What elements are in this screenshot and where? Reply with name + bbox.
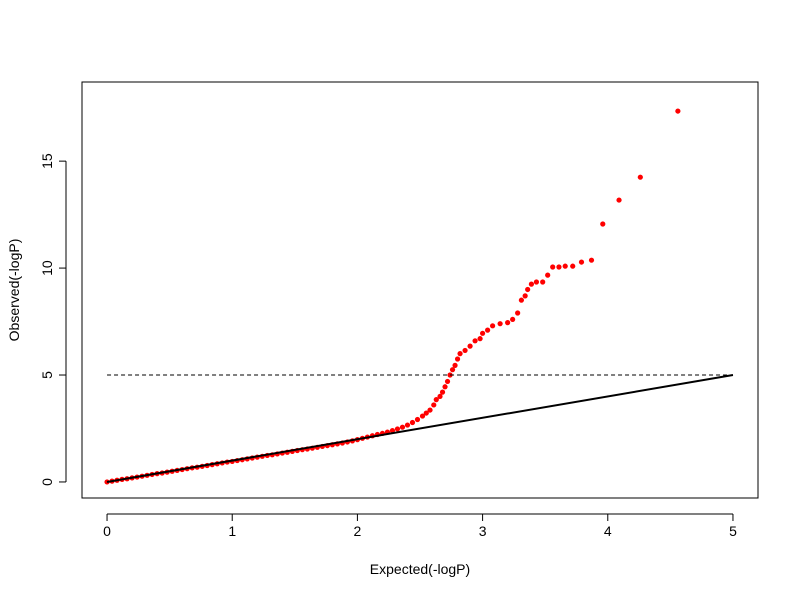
data-point xyxy=(518,297,525,303)
data-point xyxy=(472,338,478,344)
data-point xyxy=(510,316,516,323)
data-point xyxy=(675,108,681,114)
y-axis-label: Observed(-logP) xyxy=(6,239,22,342)
plot-frame xyxy=(81,81,759,499)
data-point xyxy=(522,293,528,299)
data-point xyxy=(423,410,429,416)
data-point xyxy=(505,320,511,326)
data-point xyxy=(442,384,448,390)
data-point xyxy=(528,281,535,287)
data-point xyxy=(562,263,568,269)
lines-layer xyxy=(106,374,734,483)
data-point xyxy=(457,351,463,357)
data-point xyxy=(497,321,503,327)
reference-line xyxy=(106,374,734,483)
data-point xyxy=(490,323,496,329)
data-point xyxy=(414,416,421,423)
data-point xyxy=(616,197,622,203)
data-point xyxy=(588,257,595,263)
data-point xyxy=(540,279,546,285)
data-point xyxy=(399,424,406,430)
data-point xyxy=(431,402,437,408)
data-point xyxy=(479,330,486,336)
y-tick-label: 5 xyxy=(39,371,55,379)
data-point xyxy=(437,393,443,400)
data-point xyxy=(427,407,433,413)
y-tick-label: 0 xyxy=(39,478,55,486)
axes-layer: 0 1 2 3 4 5 0 5 10 15 xyxy=(39,153,737,539)
data-point xyxy=(545,272,551,278)
data-point xyxy=(452,362,458,368)
x-tick-label: 5 xyxy=(729,523,737,539)
data-point xyxy=(570,263,576,269)
data-point xyxy=(600,221,606,227)
x-tick-label: 4 xyxy=(604,523,612,539)
data-point xyxy=(485,327,491,333)
x-tick-label: 0 xyxy=(103,523,111,539)
data-point xyxy=(637,174,643,180)
y-tick-label: 10 xyxy=(39,260,55,276)
data-point xyxy=(389,428,396,434)
data-point xyxy=(578,259,585,265)
data-point xyxy=(449,367,456,373)
data-point xyxy=(550,264,556,270)
data-point xyxy=(409,419,416,426)
points-layer xyxy=(104,108,681,485)
x-tick-label: 2 xyxy=(354,523,362,539)
data-point xyxy=(525,286,531,293)
data-point xyxy=(467,343,473,349)
data-point xyxy=(533,279,540,285)
x-axis-label: Expected(-logP) xyxy=(370,561,470,577)
data-point xyxy=(515,310,521,316)
data-point xyxy=(477,336,483,342)
data-point xyxy=(454,356,461,362)
data-point xyxy=(556,264,562,270)
data-point xyxy=(394,426,401,432)
data-point xyxy=(433,397,439,403)
x-tick-label: 1 xyxy=(228,523,236,539)
data-point xyxy=(404,422,411,428)
x-tick-label: 3 xyxy=(479,523,487,539)
y-tick-label: 15 xyxy=(39,153,55,169)
data-point xyxy=(439,389,446,395)
data-point xyxy=(419,413,426,419)
data-point xyxy=(462,347,468,354)
data-point xyxy=(444,378,451,385)
